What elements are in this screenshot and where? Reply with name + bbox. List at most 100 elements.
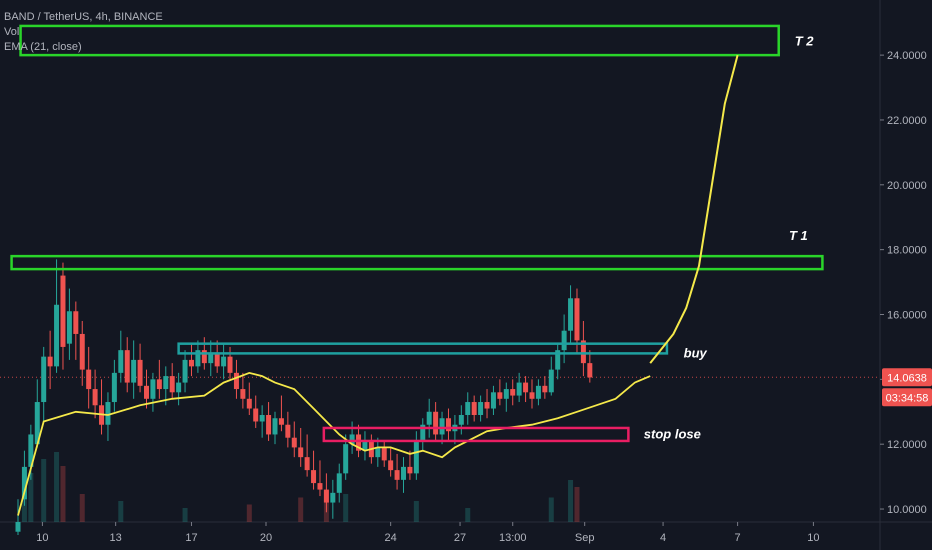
candle-body [188,359,194,367]
candle-body [221,356,227,367]
candle-body [555,350,561,370]
candle-body [445,418,451,432]
candle-body [131,359,137,383]
candle-body [413,440,419,474]
y-tick-label: 10.0000 [887,504,927,516]
candle-body [150,379,156,399]
candle-body [144,385,149,399]
candle-body [587,363,593,378]
volume-bar [465,508,471,522]
candle-body [111,372,117,403]
y-tick-label: 22.0000 [887,115,927,127]
candle-body [433,411,439,435]
x-tick-label: 13 [110,532,122,544]
ema-indicator-label[interactable]: EMA (21, close) [4,41,82,53]
candle-body [227,356,233,373]
projection-line [649,54,739,364]
candle-body [388,460,394,471]
candle-body [195,350,201,367]
stop-loss-zone [322,426,630,443]
candle-body [490,392,496,409]
candle-body [28,434,34,467]
candle-body [47,356,53,367]
countdown-tag [882,388,932,407]
candle-body [323,489,329,503]
candle-body [510,389,516,396]
x-tick-label: 27 [454,532,466,544]
candle-body [523,382,529,393]
candle-body [156,379,162,390]
candle-body [317,483,323,490]
candle-body [278,418,284,425]
candle-body [311,470,317,484]
volume-indicator-label[interactable]: Vol [4,26,20,38]
volume-bar [574,487,580,522]
candle-body [41,356,47,403]
candle-body [535,385,541,399]
candle-body [266,415,272,435]
candle-body [105,402,111,425]
t1-label: T 1 [789,228,808,243]
x-tick-label: 24 [385,532,397,544]
y-tick-label: 24.0000 [887,50,927,62]
chart-legend: BAND / TetherUS, 4h, BINANCE Vol EMA (21… [4,10,163,55]
candle-body [548,369,554,393]
candle-body [426,411,432,425]
candle-body [21,466,27,500]
candle-body [233,372,239,390]
candle-body [484,402,490,409]
x-tick-label: 7 [735,532,741,544]
plot-area [0,0,880,522]
candle-body [34,402,40,445]
symbol-label: BAND / TetherUS, 4h, BINANCE [4,11,163,23]
y-tick-label: 20.0000 [887,180,927,192]
current-price-text: 14.0638 [887,372,927,384]
candle-body [542,385,548,393]
volume-bar [54,452,60,522]
candle-body [60,275,66,347]
candle-body [240,389,246,399]
candle-body [124,350,130,383]
x-tick-label: 13:00 [499,532,527,544]
volume-bar [28,473,34,522]
candle-body [362,440,368,451]
candle-body [568,298,574,331]
buy-label: buy [684,345,708,360]
candle-body [73,311,79,334]
volume-bar [246,504,252,522]
volume-bar [182,508,188,522]
candle-body [163,376,169,390]
volume-bar [79,494,85,522]
ema-line [17,371,651,516]
candle-body [66,311,72,344]
candle-body [439,418,445,435]
volume-bar [568,480,574,522]
candle-body [336,473,342,493]
candle-body [86,369,92,390]
candle-body [118,350,124,373]
candle-body [291,437,297,448]
volume-bar [41,459,47,522]
candle-body [381,447,387,461]
candle-body [253,408,259,422]
t2-label: T 2 [795,34,815,49]
candle-body [516,382,522,396]
volume-bar [118,501,124,522]
candle-body [478,402,484,416]
candle-body [15,522,21,532]
candle-body [137,359,143,386]
volume-bar [548,497,554,522]
stop-loss-label: stop lose [644,426,701,441]
y-tick-label: 12.0000 [887,439,927,451]
candle-body [580,340,586,364]
candle-body [214,353,220,367]
candle-body [298,447,304,458]
x-tick-label: Sep [575,532,595,544]
current-price-tag [882,368,932,387]
candle-body [356,434,362,451]
candle-body [201,350,207,364]
y-tick-label: 18.0000 [887,245,927,257]
y-tick-label: 16.0000 [887,309,927,321]
